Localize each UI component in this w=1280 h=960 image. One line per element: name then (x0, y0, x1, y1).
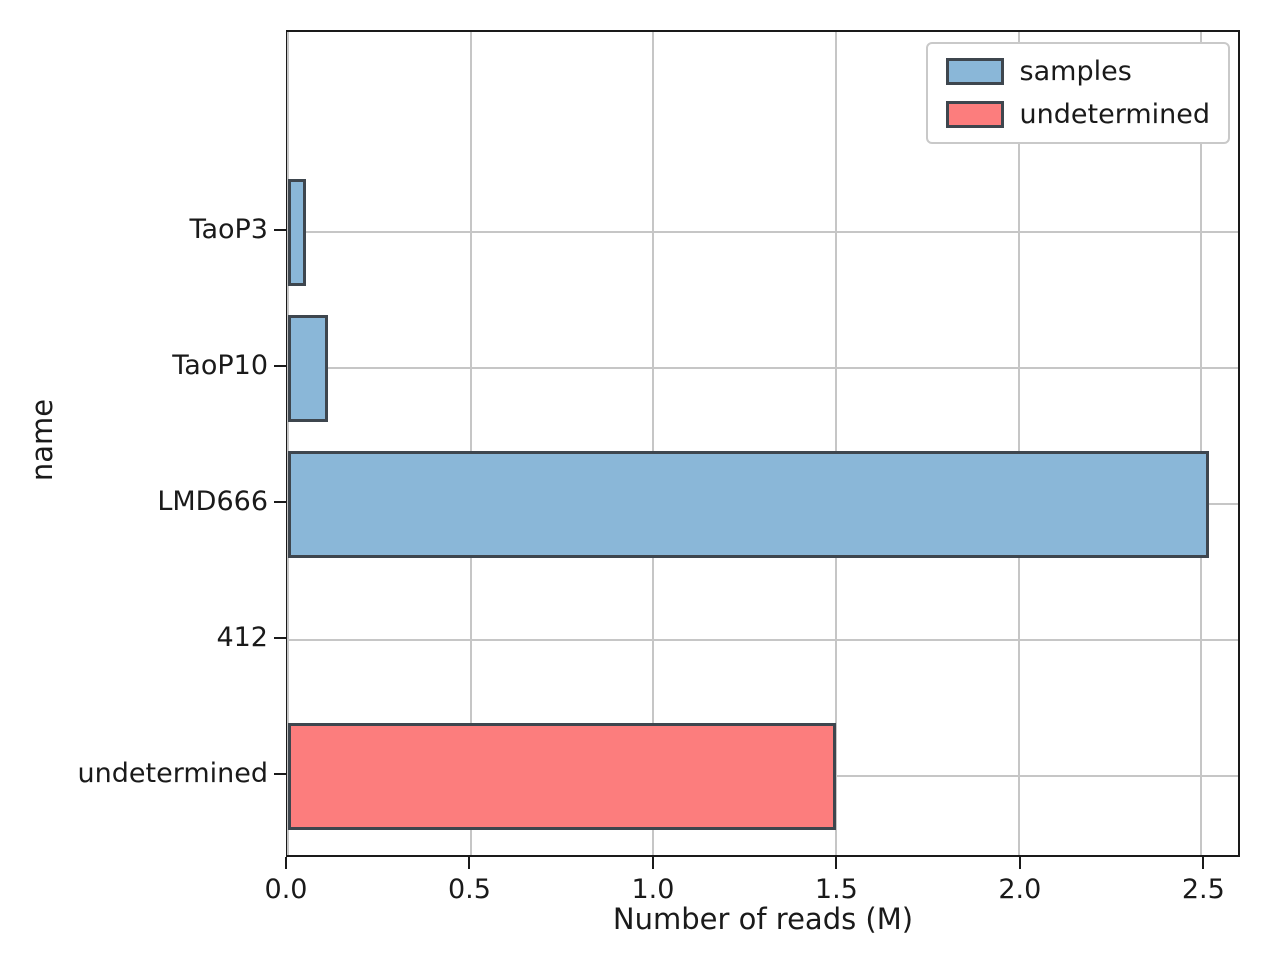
y-tick-label-LMD666: LMD666 (157, 486, 268, 517)
y-tick-mark (274, 637, 286, 639)
x-tick-label-1.5: 1.5 (814, 874, 858, 905)
y-tick-mark (274, 365, 286, 367)
bar-TaoP10 (288, 314, 329, 422)
legend-label-samples: samples (1019, 56, 1132, 87)
y-tick-mark (274, 229, 286, 231)
bar-TaoP3 (288, 178, 307, 286)
y-tick-mark (274, 773, 286, 775)
y-tick-mark (274, 501, 286, 503)
x-tick-mark (285, 857, 287, 869)
gridline-vertical (835, 32, 838, 855)
gridline-vertical (287, 32, 289, 855)
y-tick-label-undetermined: undetermined (77, 758, 268, 789)
gridline-horizontal (288, 367, 1238, 369)
bar-undetermined (288, 722, 837, 830)
x-tick-mark (835, 857, 838, 869)
legend-swatch-undetermined (945, 101, 1004, 129)
gridline-horizontal (288, 639, 1238, 641)
x-tick-mark (1018, 857, 1021, 869)
x-tick-label-2.0: 2.0 (998, 874, 1042, 905)
y-tick-label-TaoP3: TaoP3 (189, 214, 268, 245)
y-axis-label: name (25, 398, 59, 482)
gridline-horizontal (288, 231, 1238, 233)
x-tick-mark (651, 857, 654, 869)
legend-swatch-samples (945, 58, 1004, 86)
gridline-vertical (469, 32, 472, 855)
x-tick-mark (1202, 857, 1205, 869)
legend: samples undetermined (925, 42, 1230, 145)
bars-layer (288, 32, 1238, 855)
x-tick-label-2.5: 2.5 (1181, 874, 1225, 905)
bar-LMD666 (288, 450, 1209, 558)
x-axis-label: Number of reads (M) (612, 902, 914, 936)
x-tick-label-1.0: 1.0 (631, 874, 675, 905)
gridline-vertical (652, 32, 655, 855)
x-tick-label-0.5: 0.5 (447, 874, 491, 905)
y-tick-label-TaoP10: TaoP10 (172, 350, 268, 381)
gridline-vertical (1200, 32, 1203, 855)
x-tick-mark (468, 857, 471, 869)
legend-label-undetermined: undetermined (1019, 99, 1210, 131)
legend-item-samples: samples (945, 56, 1210, 87)
gridline-vertical (1017, 32, 1020, 855)
y-tick-label-412: 412 (216, 622, 268, 653)
plot-area: samples undetermined (286, 30, 1240, 857)
legend-item-undetermined: undetermined (945, 99, 1210, 131)
x-tick-label-0.0: 0.0 (264, 874, 308, 905)
